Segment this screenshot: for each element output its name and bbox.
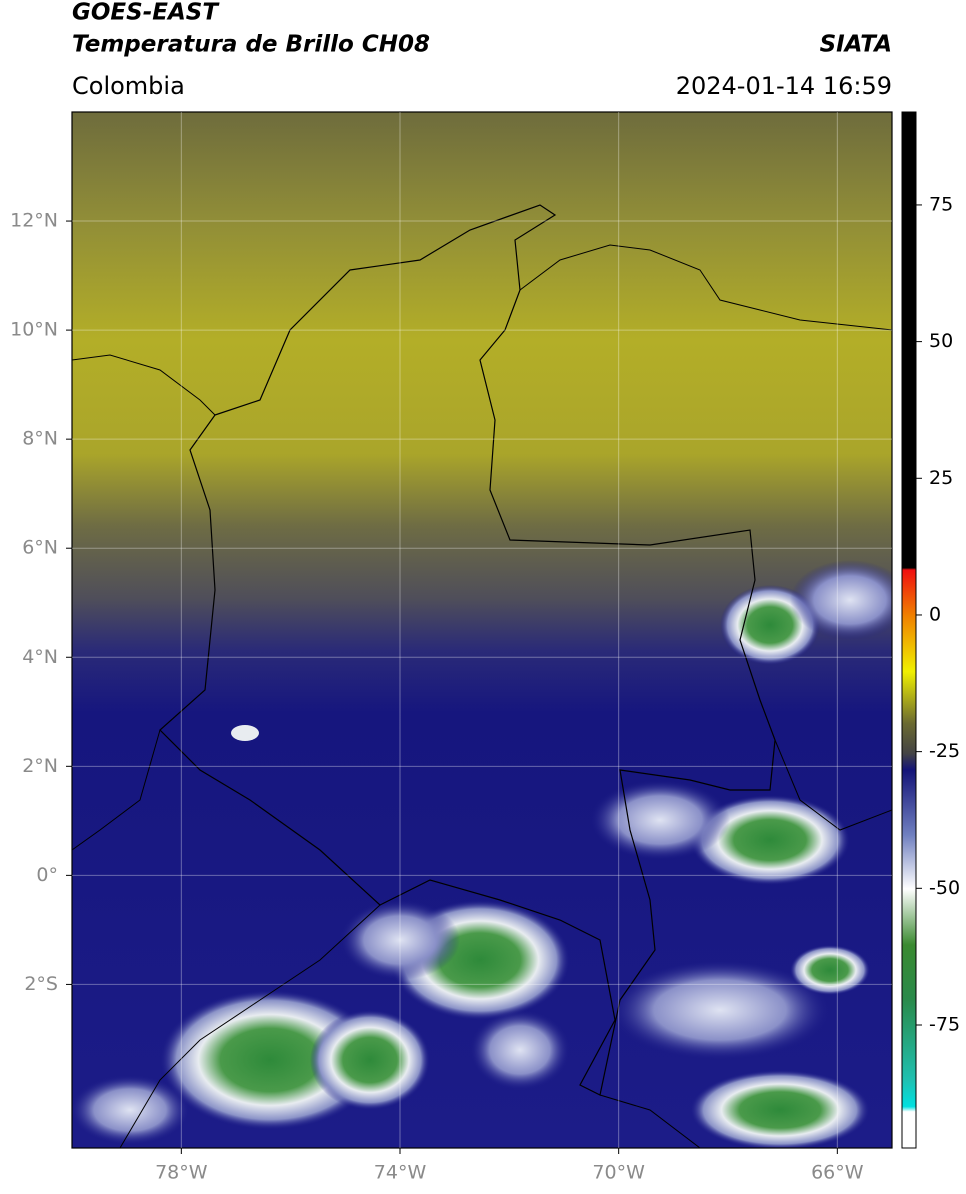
y-tick-label: 0°	[36, 864, 58, 886]
colorbar-tick-label: 25	[929, 467, 953, 489]
colorbar-tick-label: -25	[929, 740, 960, 762]
y-tick-label: 10°N	[10, 319, 58, 341]
colorbar-tick-label: -50	[929, 877, 960, 899]
subtitle: Temperatura de Brillo CH08	[72, 32, 430, 58]
x-tick-label: 78°W	[155, 1162, 208, 1184]
map-image	[72, 112, 892, 1148]
x-tick-label: 74°W	[374, 1162, 427, 1184]
map-frame	[71, 111, 893, 1149]
source: SIATA	[820, 32, 892, 58]
colorbar-tick-label: 75	[929, 193, 953, 215]
colorbar	[901, 111, 917, 1149]
x-tick-label: 70°W	[592, 1162, 645, 1184]
y-tick-label: 2°N	[22, 755, 58, 777]
y-tick-label: 12°N	[10, 210, 58, 232]
title: GOES-EAST	[72, 0, 220, 26]
y-tick-label: 8°N	[22, 428, 58, 450]
colorbar-tick-label: 0	[929, 603, 941, 625]
x-tick-label: 66°W	[811, 1162, 864, 1184]
region: Colombia	[72, 72, 185, 100]
datetime: 2024-01-14 16:59	[676, 72, 892, 100]
y-tick-label: 6°N	[22, 537, 58, 559]
colorbar-tick-label: 50	[929, 330, 953, 352]
y-tick-label: 2°S	[24, 973, 58, 995]
y-tick-label: 4°N	[22, 646, 58, 668]
colorbar-tick-label: -75	[929, 1013, 960, 1035]
